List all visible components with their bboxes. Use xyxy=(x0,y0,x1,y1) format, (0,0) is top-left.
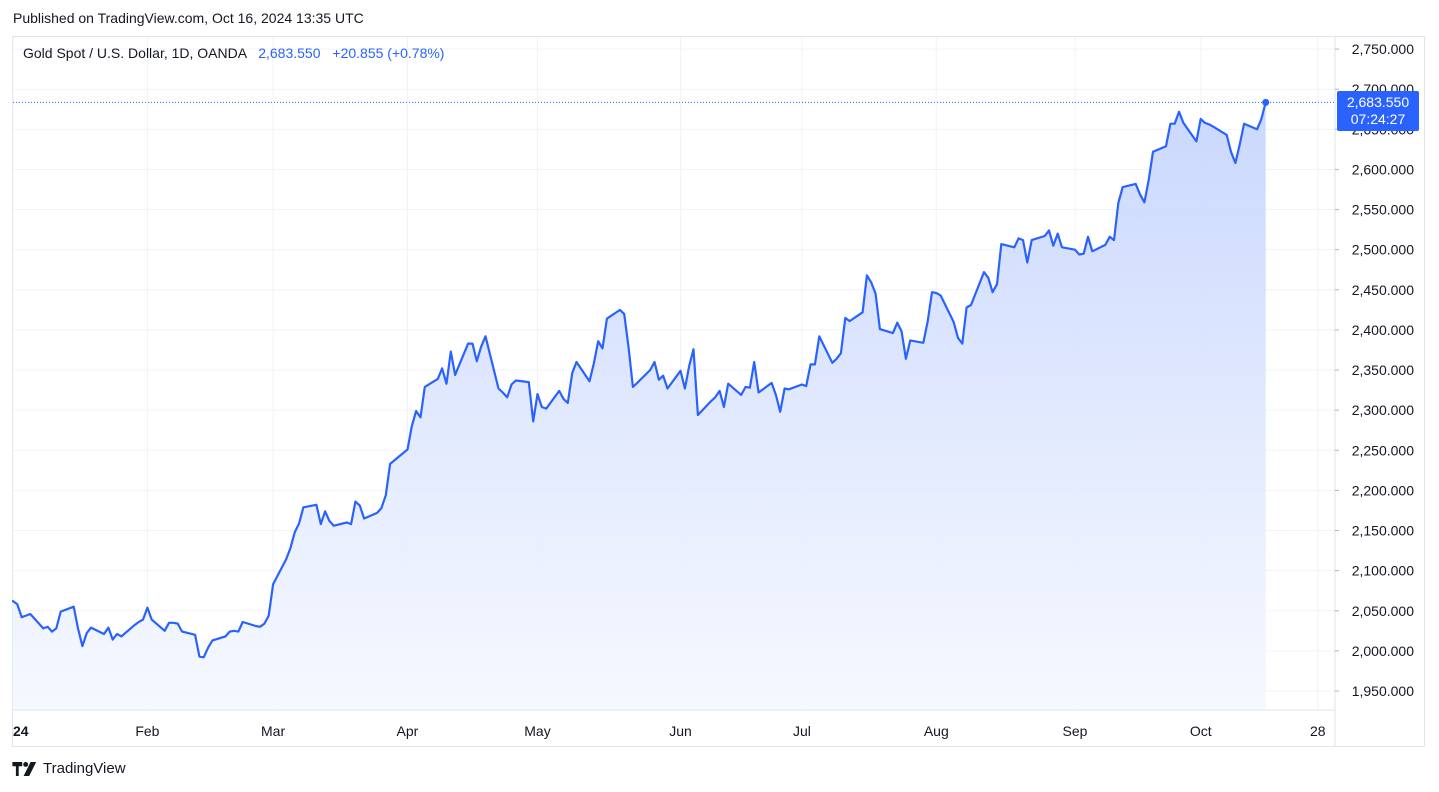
time-tick-label: Jun xyxy=(669,723,692,739)
price-tick-label: 2,750.000 xyxy=(1352,41,1414,57)
bar-countdown: 07:24:27 xyxy=(1350,111,1406,127)
price-tick-label: 2,500.000 xyxy=(1352,242,1414,258)
time-tick-label: Apr xyxy=(397,723,419,739)
last-price-dot xyxy=(1262,98,1270,106)
time-tick-label: Jul xyxy=(793,723,811,739)
time-tick-label: Mar xyxy=(261,723,285,739)
time-tick-label: Oct xyxy=(1190,723,1212,739)
tradingview-logo[interactable]: TradingView xyxy=(12,760,126,777)
time-tick-label: Aug xyxy=(924,723,949,739)
time-axis[interactable]: 24 Feb Mar Apr May Jun Jul Aug Sep Oct 28 xyxy=(13,709,1335,739)
price-line xyxy=(11,101,1267,659)
area-fill-path xyxy=(13,102,1266,710)
tradingview-icon xyxy=(12,761,37,776)
time-tick-label: May xyxy=(524,723,550,739)
time-tick-label: Sep xyxy=(1063,723,1088,739)
published-caption: Published on TradingView.com, Oct 16, 20… xyxy=(13,10,364,26)
time-tick-label: Feb xyxy=(135,723,159,739)
price-tick-label: 2,100.000 xyxy=(1352,563,1414,579)
price-tick-label: 2,400.000 xyxy=(1352,322,1414,338)
price-tick-label: 2,050.000 xyxy=(1352,603,1414,619)
price-tick-label: 2,600.000 xyxy=(1352,161,1414,177)
last-price-label: 2,683.550 07:24:27 xyxy=(1337,91,1419,131)
brand-name: TradingView xyxy=(43,760,126,777)
symbol-legend[interactable]: Gold Spot / U.S. Dollar, 1D, OANDA 2,683… xyxy=(23,45,444,61)
price-tick-label: 2,300.000 xyxy=(1352,402,1414,418)
area-fill xyxy=(13,102,1266,710)
symbol-title[interactable]: Gold Spot / U.S. Dollar, 1D, OANDA xyxy=(23,45,247,61)
price-tag-value: 2,683.550 xyxy=(1346,94,1410,110)
time-tick-label: 28 xyxy=(1310,723,1326,739)
price-tick-label: 2,450.000 xyxy=(1352,282,1414,298)
price-tick-label: 2,350.000 xyxy=(1352,362,1414,378)
price-tick-label: 2,000.000 xyxy=(1352,643,1414,659)
price-line-path xyxy=(11,101,1267,659)
price-tick-label: 2,550.000 xyxy=(1352,202,1414,218)
price-tick-label: 1,950.000 xyxy=(1352,683,1414,699)
price-tick-label: 2,200.000 xyxy=(1352,482,1414,498)
price-change-value: +20.855 (+0.78%) xyxy=(332,45,445,61)
last-price-value: 2,683.550 xyxy=(258,45,321,61)
last-price-marker xyxy=(13,98,1335,106)
price-tick-label: 2,150.000 xyxy=(1352,523,1414,539)
price-tick-label: 2,250.000 xyxy=(1352,442,1414,458)
price-axis[interactable]: 1,950.000 2,000.000 2,050.000 2,100.000 2,15… xyxy=(1334,37,1414,746)
time-tick-label: 24 xyxy=(13,723,29,739)
